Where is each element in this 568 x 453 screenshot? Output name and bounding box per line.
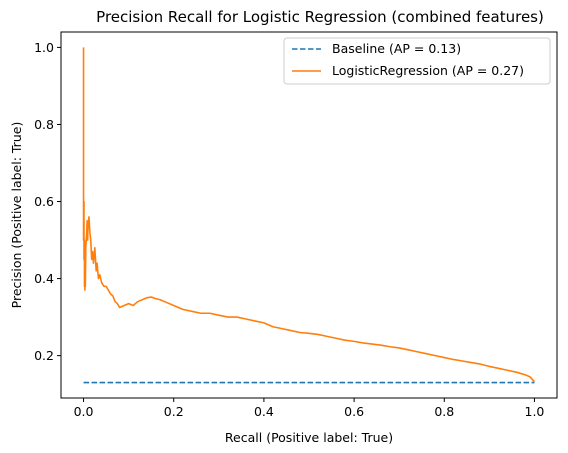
series-layer: [82, 47, 536, 384]
x-tick-label: 0.0: [74, 404, 94, 419]
x-tick-label: 0.6: [344, 404, 364, 419]
x-tick-label: 0.8: [434, 404, 454, 419]
x-axis-label: Recall (Positive label: True): [225, 430, 393, 445]
y-tick-label: 0.8: [34, 117, 54, 132]
y-axis-label: Precision (Positive label: True): [9, 122, 24, 309]
y-tick-label: 0.2: [34, 348, 54, 363]
chart-title: Precision Recall for Logistic Regression…: [96, 8, 544, 26]
y-tick-label: 0.4: [34, 271, 54, 286]
legend: Baseline (AP = 0.13) LogisticRegression …: [283, 37, 551, 85]
x-tick-label: 0.4: [254, 404, 274, 419]
legend-label-logistic: LogisticRegression (AP = 0.27): [332, 63, 524, 78]
legend-box: [283, 37, 551, 85]
x-axis-ticks: 0.0 0.2 0.4 0.6 0.8 1.0: [74, 398, 545, 419]
series-line-1: [82, 47, 536, 383]
y-axis-ticks: 0.2 0.4 0.6 0.8 1.0: [34, 40, 61, 363]
y-tick-label: 1.0: [34, 40, 54, 55]
plot-frame: [60, 31, 558, 399]
x-tick-label: 0.2: [164, 404, 184, 419]
y-tick-label: 0.6: [34, 194, 54, 209]
x-tick-label: 1.0: [525, 404, 545, 419]
legend-label-baseline: Baseline (AP = 0.13): [332, 41, 461, 56]
plot-area: [60, 31, 558, 399]
